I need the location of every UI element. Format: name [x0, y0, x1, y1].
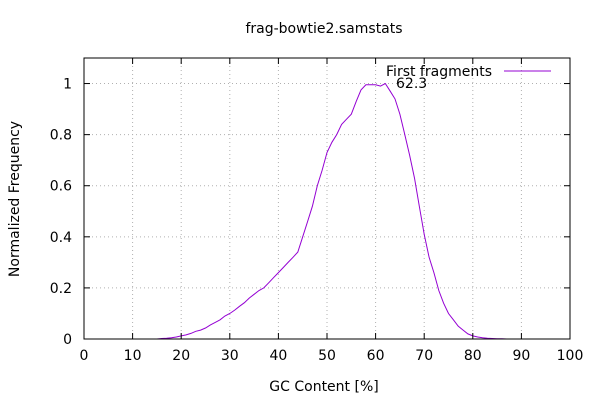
x-tick-label: 20 [172, 348, 190, 364]
x-tick-label: 70 [415, 348, 433, 364]
y-tick-label: 0.2 [50, 281, 72, 297]
grid-layer [84, 58, 570, 339]
legend: First fragments [386, 64, 551, 80]
x-axis-label: GC Content [%] [269, 379, 378, 395]
x-tick-label: 90 [512, 348, 530, 364]
y-tick-label: 0.6 [50, 179, 72, 195]
chart-title: frag-bowtie2.samstats [245, 21, 402, 37]
y-tick-label: 1 [63, 77, 72, 93]
x-tick-label: 40 [269, 348, 287, 364]
series-line-first-fragments [156, 82, 522, 340]
y-tick-label: 0 [63, 332, 72, 348]
peak-annotation: 62.3 [396, 76, 427, 92]
x-tick-label: 50 [318, 348, 336, 364]
y-axis-label: Normalized Frequency [7, 121, 23, 277]
x-tick-label: 0 [80, 348, 89, 364]
legend-label: First fragments [386, 64, 492, 80]
x-tick-label: 100 [557, 348, 584, 364]
tick-layer: 0 10 20 30 40 50 60 70 80 90 100 0 0.2 0.4 0.6 0.8 1 [50, 58, 584, 364]
x-tick-label: 60 [367, 348, 385, 364]
y-tick-label: 0.4 [50, 230, 72, 246]
x-tick-label: 30 [221, 348, 239, 364]
y-tick-label: 0.8 [50, 128, 72, 144]
x-tick-label: 10 [124, 348, 142, 364]
series-layer [156, 82, 522, 340]
x-tick-label: 80 [464, 348, 482, 364]
